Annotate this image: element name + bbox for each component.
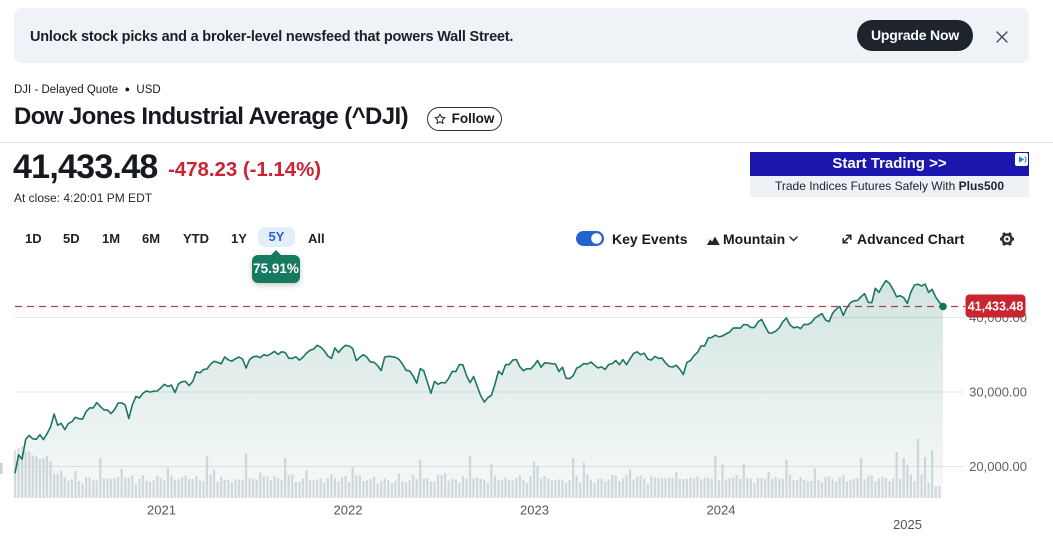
svg-text:2021: 2021 (147, 503, 176, 518)
svg-text:30,000.00: 30,000.00 (969, 385, 1027, 400)
svg-text:2022: 2022 (334, 503, 363, 518)
svg-text:2023: 2023 (520, 503, 549, 518)
svg-text:2024: 2024 (707, 503, 736, 518)
svg-text:41,433.48: 41,433.48 (968, 300, 1024, 314)
svg-text:20,000.00: 20,000.00 (969, 459, 1027, 474)
svg-text:2025: 2025 (893, 517, 922, 532)
